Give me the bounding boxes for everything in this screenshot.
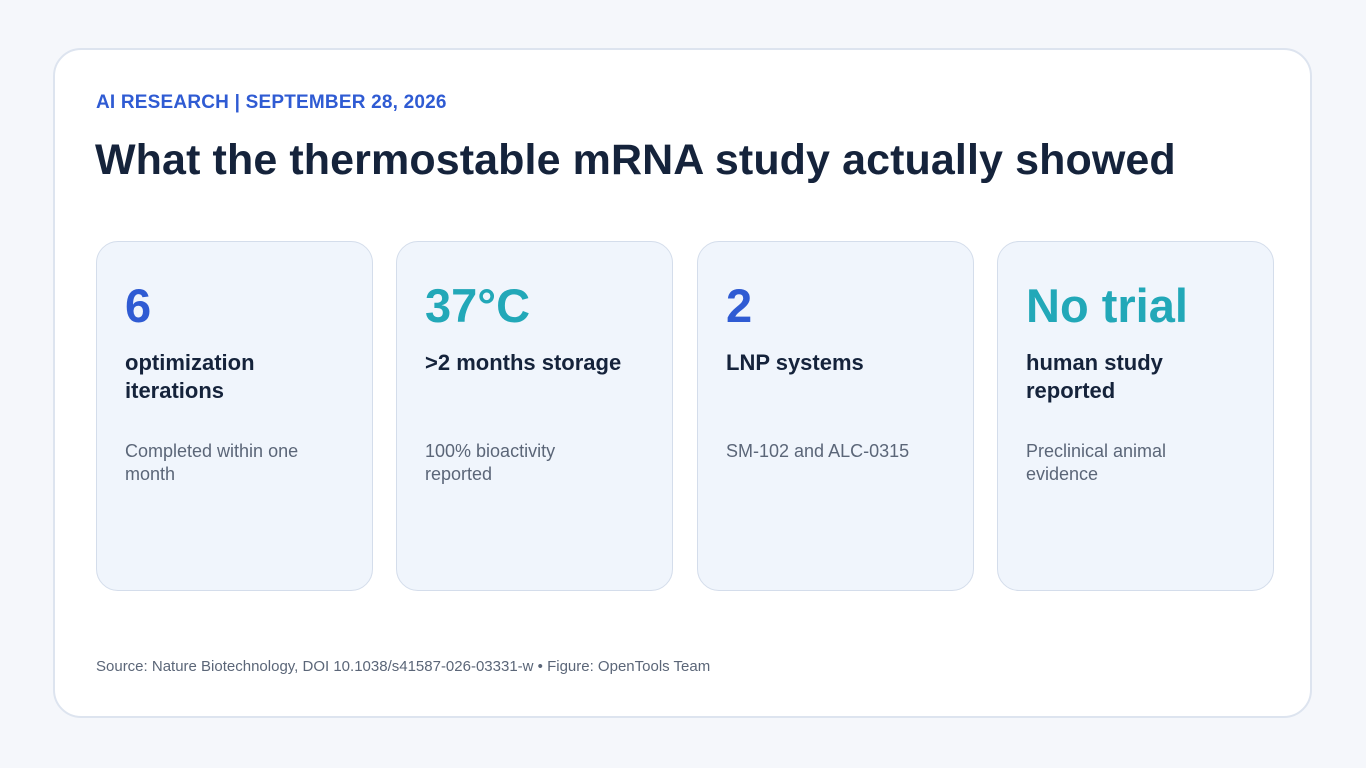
stat-label: optimization iterations bbox=[125, 350, 255, 403]
stat-note: SM-102 and ALC-0315 bbox=[726, 441, 910, 461]
stat-note: Completed within one month bbox=[125, 441, 299, 484]
stat-label: human study reported bbox=[1026, 350, 1163, 403]
page-title: What the thermostable mRNA study actuall… bbox=[95, 136, 1176, 184]
stat-note: 100% bioactivity reported bbox=[425, 441, 556, 484]
stat-card-lnp-systems: 2 LNP systems SM-102 and ALC-0315 bbox=[697, 241, 974, 591]
stat-value: No trial bbox=[1026, 279, 1188, 332]
stat-cards: 6 optimization iterations Completed with… bbox=[96, 241, 1274, 591]
stat-value: 37°C bbox=[425, 279, 531, 332]
stat-card-human-study: No trial human study reported Preclinica… bbox=[997, 241, 1274, 591]
stat-card-iterations: 6 optimization iterations Completed with… bbox=[96, 241, 373, 591]
stat-card-storage: 37°C >2 months storage 100% bioactivity … bbox=[396, 241, 673, 591]
stat-note: Preclinical animal evidence bbox=[1026, 441, 1167, 484]
eyebrow-label: AI RESEARCH | SEPTEMBER 28, 2026 bbox=[96, 92, 447, 113]
infographic-card: AI RESEARCH | SEPTEMBER 28, 2026 What th… bbox=[53, 48, 1312, 718]
stat-value: 2 bbox=[726, 279, 753, 332]
stat-value: 6 bbox=[125, 279, 152, 332]
stat-label: >2 months storage bbox=[425, 350, 622, 375]
stat-label: LNP systems bbox=[726, 350, 864, 375]
source-credit: Source: Nature Biotechnology, DOI 10.103… bbox=[96, 658, 711, 675]
